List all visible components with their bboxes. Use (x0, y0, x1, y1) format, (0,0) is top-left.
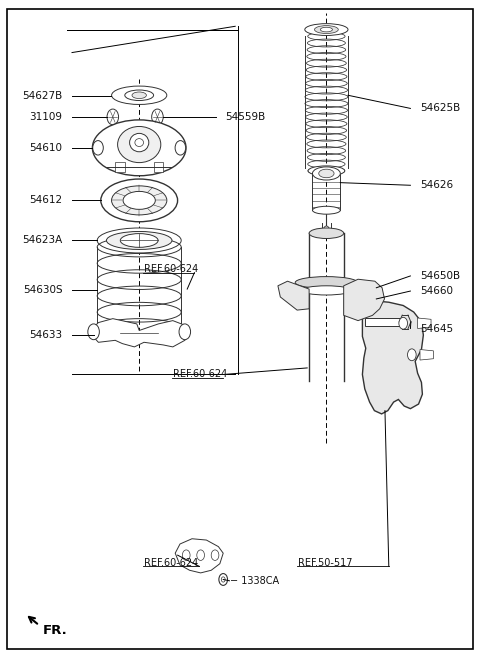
Bar (154, 162, 163, 172)
Ellipse shape (111, 186, 167, 215)
Polygon shape (344, 279, 384, 321)
Text: REF.60-624: REF.60-624 (144, 558, 198, 568)
Polygon shape (89, 319, 190, 347)
Circle shape (211, 550, 219, 560)
Text: 54650B: 54650B (420, 271, 460, 281)
Polygon shape (420, 350, 433, 360)
Bar (365, 318, 401, 326)
Ellipse shape (125, 90, 154, 101)
Ellipse shape (120, 234, 158, 247)
Ellipse shape (111, 86, 167, 104)
Polygon shape (175, 539, 223, 573)
Ellipse shape (97, 228, 181, 253)
Circle shape (197, 550, 204, 560)
Text: 54645: 54645 (420, 323, 453, 334)
Text: 54633: 54633 (29, 330, 62, 340)
Ellipse shape (312, 206, 340, 214)
Ellipse shape (101, 179, 178, 222)
Polygon shape (278, 281, 309, 310)
Text: 54627B: 54627B (22, 91, 62, 101)
Circle shape (408, 349, 416, 361)
Text: FR.: FR. (43, 624, 68, 637)
Circle shape (179, 324, 191, 340)
Ellipse shape (309, 228, 344, 238)
Text: REF.60-624: REF.60-624 (173, 369, 227, 380)
Text: 54559B: 54559B (226, 112, 266, 122)
Circle shape (107, 109, 119, 125)
Circle shape (152, 109, 163, 125)
Ellipse shape (175, 141, 186, 155)
Text: 31109: 31109 (29, 112, 62, 122)
Text: 54612: 54612 (29, 195, 62, 206)
Circle shape (219, 574, 228, 585)
Ellipse shape (314, 26, 338, 34)
Circle shape (182, 550, 190, 560)
Ellipse shape (130, 133, 149, 152)
Text: − 1338CA: − 1338CA (230, 576, 279, 586)
Ellipse shape (301, 286, 351, 295)
Polygon shape (362, 301, 423, 414)
Text: 54623A: 54623A (22, 235, 62, 246)
Ellipse shape (135, 139, 144, 147)
Ellipse shape (295, 277, 358, 288)
Ellipse shape (320, 27, 333, 32)
Bar (115, 162, 125, 172)
Circle shape (221, 577, 225, 582)
Ellipse shape (118, 126, 161, 163)
Ellipse shape (319, 170, 334, 178)
Text: REF.60-624: REF.60-624 (144, 264, 198, 275)
Text: 54630S: 54630S (23, 285, 62, 296)
Ellipse shape (132, 92, 146, 99)
Text: 54625B: 54625B (420, 103, 460, 114)
Ellipse shape (305, 24, 348, 35)
Text: 54660: 54660 (420, 286, 453, 296)
Ellipse shape (123, 191, 156, 210)
Ellipse shape (312, 167, 340, 180)
Circle shape (88, 324, 99, 340)
Ellipse shape (107, 231, 172, 250)
Text: REF.50-517: REF.50-517 (298, 558, 352, 568)
Ellipse shape (308, 166, 345, 176)
Circle shape (324, 226, 329, 234)
Text: 54626: 54626 (420, 180, 453, 191)
Circle shape (399, 317, 408, 329)
Polygon shape (418, 318, 431, 328)
Ellipse shape (93, 141, 103, 155)
Ellipse shape (92, 120, 186, 176)
Text: 54610: 54610 (29, 143, 62, 153)
